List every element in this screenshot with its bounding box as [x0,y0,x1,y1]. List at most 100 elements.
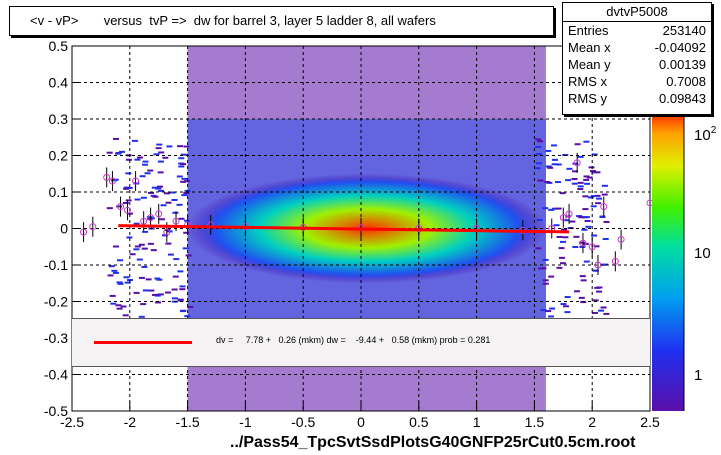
x-tick-label: -0.5 [291,414,315,430]
stats-mean-y-value: 0.00139 [659,57,706,72]
density-bin [560,262,567,265]
density-bin [547,166,554,169]
density-bin [112,245,119,248]
density-bin [157,171,164,174]
density-bin [591,171,598,174]
density-bin [590,234,597,237]
density-bin [562,236,569,239]
colorbar-label: 1 [694,367,702,384]
density-bin [185,254,192,257]
density-bin [602,263,609,266]
stats-mean-x-row: Mean x -0.04092 [563,39,711,56]
fit-legend-text: dv = 7.78 + 0.26 (mkm) dw = -9.44 + 0.58… [216,335,491,345]
density-bin [156,185,163,188]
stats-mean-y-label: Mean y [568,57,611,72]
x-tick-label: -2.5 [60,414,84,430]
density-bin [536,219,543,222]
density-bin [577,181,584,184]
density-bin [177,145,184,148]
density-bin [123,276,130,279]
stats-rms-y-value: 0.09843 [659,91,706,106]
density-bin [535,247,542,250]
density-bin [138,315,145,318]
density-bin [588,166,595,169]
density-bin [579,245,586,248]
density-bin [131,139,138,142]
profile-point [611,257,619,265]
density-bin [582,195,589,198]
density-bin [555,163,562,166]
density-bin [540,309,547,312]
density-bin [169,191,176,194]
colorbar-label-100: 102 [694,125,717,144]
density-bin [600,306,607,309]
density-bin [564,296,571,299]
profile-point [132,177,140,185]
density-bin [574,290,581,293]
density-bin [141,247,148,250]
density-bin [122,314,129,317]
density-bin [115,152,122,155]
density-bin [183,231,190,234]
colorbar [652,112,684,411]
colorbar-axis: 102 10 1 [694,125,717,384]
profile-point [80,228,88,236]
stats-rms-y-label: RMS y [568,91,607,106]
density-bin [136,258,143,261]
y-tick-label: 0.3 [49,111,69,127]
density-bin [119,150,126,153]
density-bin [152,195,159,198]
density-bin [179,285,186,288]
stats-rms-x-row: RMS x 0.7008 [563,73,711,90]
density-bin [127,212,134,215]
density-bin [164,291,171,294]
profile-point [617,235,625,243]
density-bin [584,219,591,222]
density-bin [142,289,149,292]
density-bin [553,224,560,227]
density-bin [549,307,556,310]
density-bin [151,293,158,296]
density-bin [583,178,590,181]
x-tick-label: -1.5 [176,414,200,430]
density-bin [165,201,172,204]
profile-point [559,214,567,222]
density-bin [595,202,602,205]
density-bin [569,220,576,223]
density-bin [123,187,130,190]
density-bin [176,203,183,206]
density-bin [592,299,599,302]
density-bin [603,220,610,223]
density-bin [560,240,567,243]
profile-point [117,203,125,211]
density-bin [579,275,586,278]
density-bin [177,298,184,301]
profile-point [600,203,608,211]
density-bin [171,288,178,291]
profile-point [172,217,180,225]
density-bin [582,208,589,211]
x-tick-label: -1 [239,414,252,430]
density-bin [157,293,164,296]
density-bin [577,188,584,191]
density-bin [558,247,565,250]
fit-legend-line [94,341,192,344]
x-tick-label: 1 [473,414,481,430]
fit-line [118,224,570,234]
density-bin [535,138,542,141]
density-bin [183,192,190,195]
y-tick-label: -0.4 [44,367,68,383]
density-bin [157,160,164,163]
density-bin [558,256,565,259]
density-bin [585,225,592,228]
density-bin [109,294,116,297]
density-bin [187,306,194,309]
density-bin [596,197,603,200]
density-bin [535,145,542,148]
density-bin [551,158,558,161]
profile-point [89,223,97,231]
density-bin [584,182,591,185]
density-bin [106,207,113,210]
density-bin [125,199,132,202]
density-bin [141,265,148,268]
